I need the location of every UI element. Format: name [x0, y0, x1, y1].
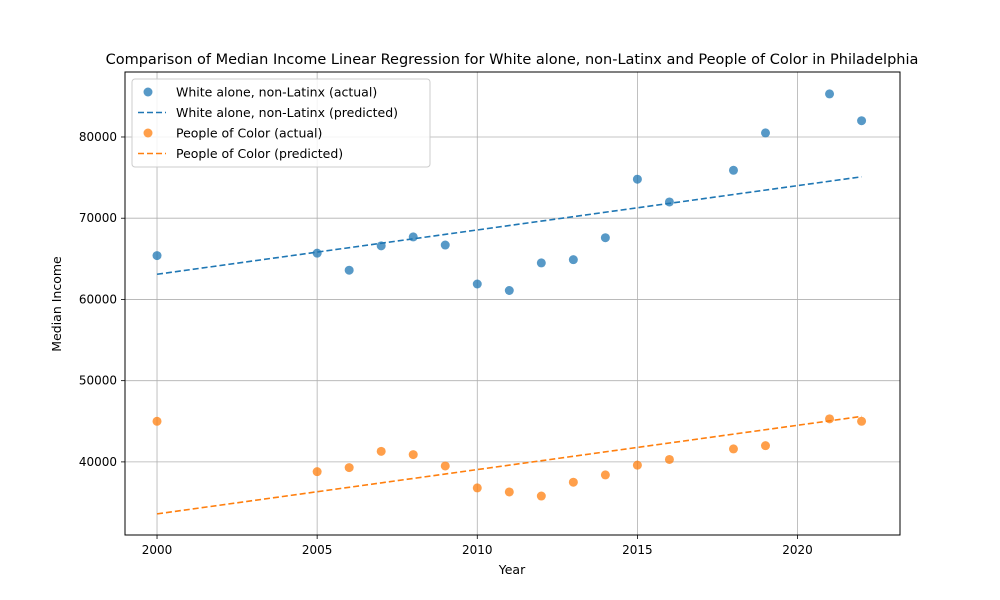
data-point: [825, 89, 835, 99]
x-tick-label: 2020: [782, 543, 813, 557]
data-point: [536, 258, 546, 268]
data-point: [344, 463, 354, 473]
data-point: [312, 248, 322, 258]
y-tick-label: 80000: [79, 130, 117, 144]
legend-marker: [143, 87, 153, 97]
data-point: [568, 255, 578, 265]
data-point: [472, 279, 482, 289]
data-point: [504, 487, 514, 497]
data-point: [600, 470, 610, 480]
x-tick-label: 2005: [302, 543, 333, 557]
legend-label: White alone, non-Latinx (predicted): [176, 105, 398, 120]
regression-line: [156, 415, 862, 515]
data-point: [632, 174, 642, 184]
y-tick-label: 70000: [79, 211, 117, 225]
legend-label: People of Color (predicted): [176, 146, 343, 161]
series-2: [152, 414, 867, 501]
legend-marker: [143, 128, 153, 138]
data-point: [312, 467, 322, 477]
data-point: [440, 240, 450, 250]
y-axis-label: Median Income: [49, 256, 64, 352]
x-tick-label: 2000: [142, 543, 173, 557]
data-point: [728, 444, 738, 454]
series-0: [152, 89, 867, 296]
legend-label: People of Color (actual): [176, 126, 322, 141]
data-point: [728, 165, 738, 175]
data-point: [632, 460, 642, 470]
data-point: [536, 491, 546, 501]
data-point: [376, 446, 386, 456]
y-tick-label: 40000: [79, 455, 117, 469]
data-point: [760, 441, 770, 451]
series-3: [156, 415, 862, 515]
data-point: [152, 416, 162, 426]
data-point: [408, 450, 418, 460]
data-point: [664, 197, 674, 207]
data-point: [857, 116, 867, 126]
data-point: [568, 477, 578, 487]
data-point: [600, 233, 610, 243]
y-tick-label: 50000: [79, 374, 117, 388]
data-point: [344, 265, 354, 275]
data-point: [664, 454, 674, 464]
axes-frame: [124, 71, 901, 536]
regression-line: [156, 175, 862, 276]
data-point: [152, 251, 162, 261]
legend-box: [131, 78, 431, 168]
legend-label: White alone, non-Latinx (actual): [176, 85, 377, 100]
series-1: [156, 175, 862, 276]
data-point: [857, 416, 867, 426]
x-tick-label: 2010: [462, 543, 493, 557]
y-tick-label: 60000: [79, 292, 117, 306]
data-point: [504, 286, 514, 296]
plot-area: [152, 89, 867, 515]
chart-title: Comparison of Median Income Linear Regre…: [106, 52, 919, 68]
axis-ticks: 2000 2005 2010 2015 2020 40000 50000 60000 70000…: [79, 130, 813, 557]
data-point: [440, 461, 450, 471]
x-tick-label: 2015: [622, 543, 653, 557]
data-point: [472, 483, 482, 493]
legend: White alone, non-Latinx (actual) White al…: [131, 78, 431, 168]
x-axis-label: Year: [498, 562, 526, 577]
data-point: [760, 128, 770, 138]
